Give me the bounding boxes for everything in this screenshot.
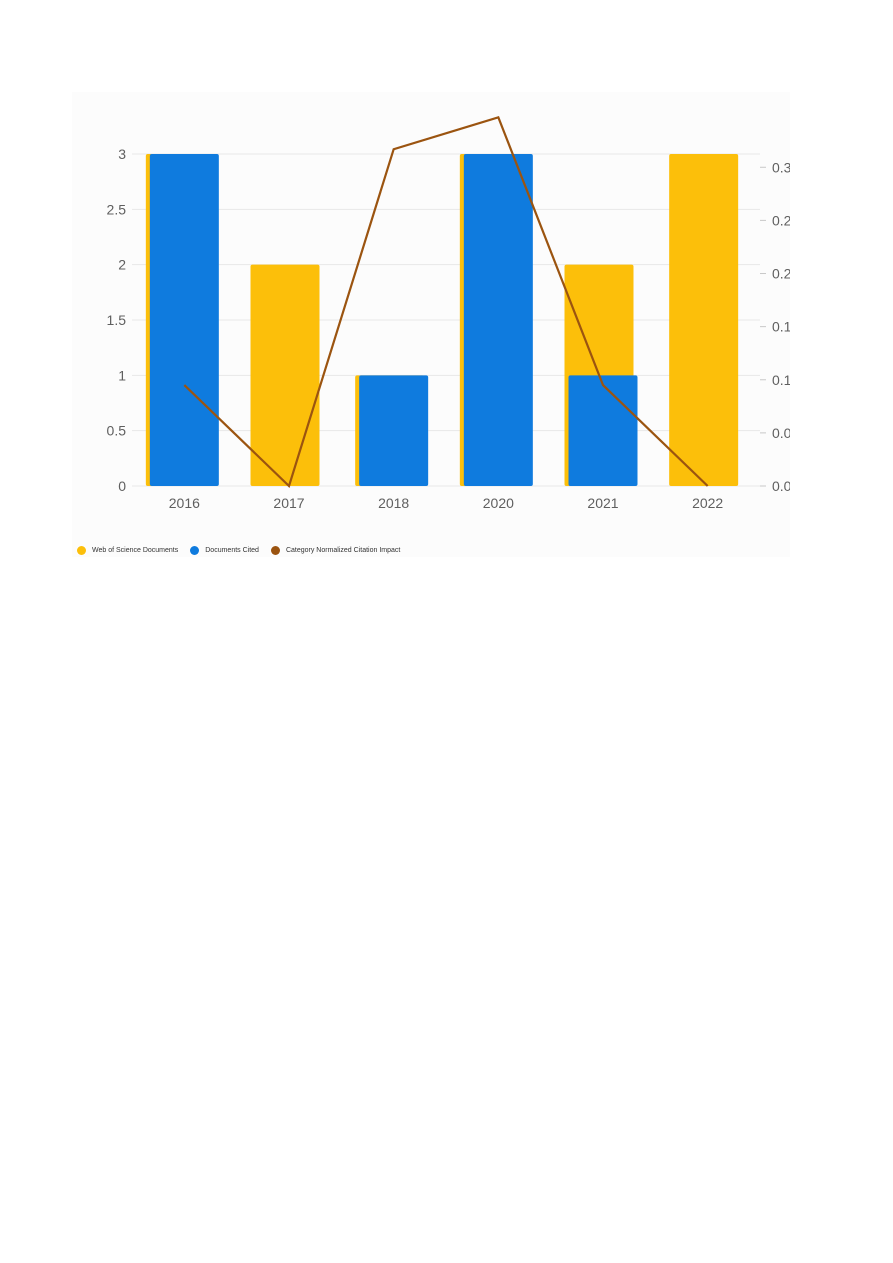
gridlines xyxy=(132,153,760,487)
y2-tick-label: 0.10 xyxy=(772,372,790,388)
y2-tick-label: 0.00 xyxy=(772,478,790,494)
legend-label-documents-cited: Documents Cited xyxy=(205,546,259,554)
y2-tick-label: 0.30 xyxy=(772,159,790,175)
legend-swatch-cnci xyxy=(270,545,280,555)
x-tick-label: 2018 xyxy=(378,495,409,511)
bar-web-of-science-documents[interactable] xyxy=(250,264,320,486)
bar-web-of-science-documents[interactable] xyxy=(669,154,739,486)
y-tick-label: 0.5 xyxy=(107,423,127,439)
legend-item-cnci[interactable]: Category Normalized Citation Impact xyxy=(270,545,401,555)
legend-item-wos-documents[interactable]: Web of Science Documents xyxy=(77,545,179,555)
legend-swatch-documents-cited xyxy=(190,545,200,555)
x-tick-label: 2021 xyxy=(587,495,618,511)
combo-chart: 0 0.5 1 1.5 2 2.5 3 0.00 0.05 0.10 0.15 0.20 0.25 0.3… xyxy=(107,115,790,511)
y-tick-label: 2.5 xyxy=(107,201,127,217)
x-tick-label: 2022 xyxy=(692,495,723,511)
legend-label-cnci: Category Normalized Citation Impact xyxy=(285,546,401,554)
y2-tick-label: 0.25 xyxy=(772,212,790,228)
y-tick-label: 3 xyxy=(118,146,126,162)
x-tick-label: 2016 xyxy=(169,495,200,511)
line-series xyxy=(183,115,709,489)
line-cnci[interactable] xyxy=(183,115,709,489)
y-tick-label: 1 xyxy=(118,367,126,383)
x-tick-label: 2020 xyxy=(483,495,514,511)
y-tick-label: 0 xyxy=(118,478,126,494)
y-tick-label: 1.5 xyxy=(107,312,127,328)
bar-documents-cited[interactable] xyxy=(149,154,219,486)
bar-documents-cited[interactable] xyxy=(568,375,638,486)
x-tick-label: 2017 xyxy=(273,495,304,511)
bar-documents-cited[interactable] xyxy=(463,154,533,486)
chart-panel: 0 0.5 1 1.5 2 2.5 3 0.00 0.05 0.10 0.15 0.20 0.25 0.3… xyxy=(72,92,790,557)
axis-labels: 0 0.5 1 1.5 2 2.5 3 0.00 0.05 0.10 0.15 0.20 0.25 0.3… xyxy=(107,146,790,511)
y-tick-label: 2 xyxy=(118,257,126,273)
y2-tick-label: 0.15 xyxy=(772,319,790,335)
y2-tick-label: 0.05 xyxy=(772,425,790,441)
y2-tick-label: 0.20 xyxy=(772,266,790,282)
legend-item-documents-cited[interactable]: Documents Cited xyxy=(190,545,259,555)
legend-swatch-wos-documents xyxy=(77,545,86,555)
bar-documents-cited[interactable] xyxy=(359,375,429,486)
legend-label-wos-documents: Web of Science Documents xyxy=(92,546,179,554)
legend: Web of Science Documents Documents Cited… xyxy=(77,543,412,557)
